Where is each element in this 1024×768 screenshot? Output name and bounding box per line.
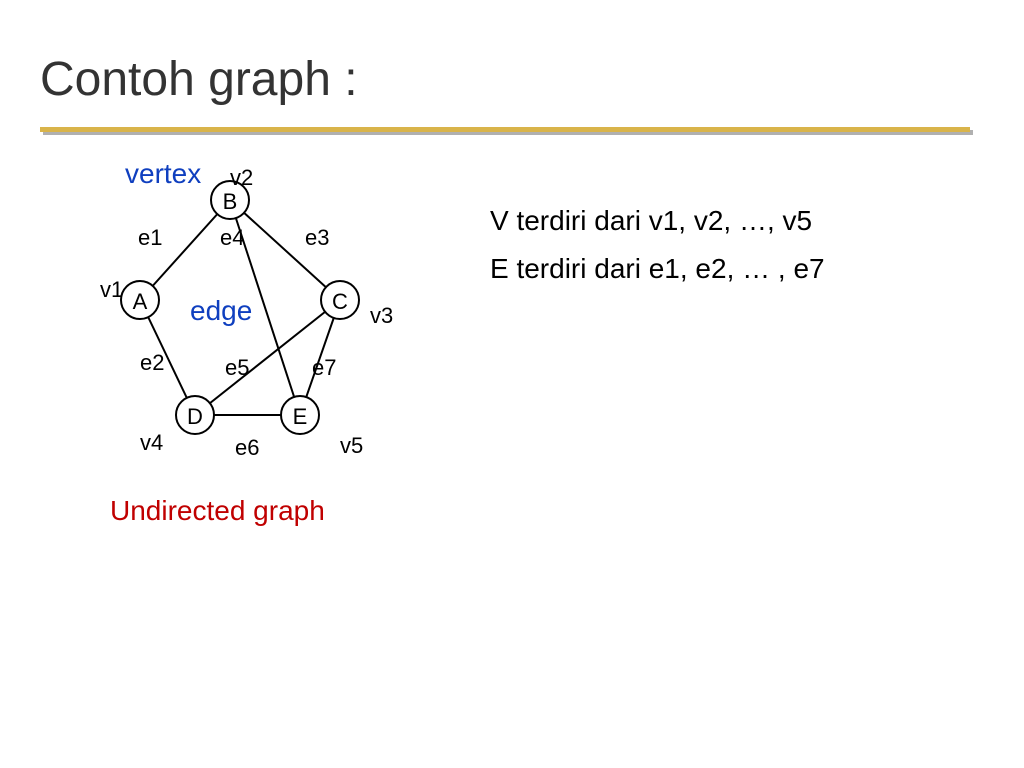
edge-label: e1: [138, 225, 162, 251]
vertex-annotation: vertex: [125, 158, 201, 190]
graph-caption: Undirected graph: [110, 495, 325, 527]
graph-node-e: E: [280, 395, 320, 435]
edge-label: e7: [312, 355, 336, 381]
desc-line-1: V terdiri dari v1, v2, …, v5: [490, 205, 812, 237]
edge-label: e2: [140, 350, 164, 376]
edge-label: e6: [235, 435, 259, 461]
edge-label: e5: [225, 355, 249, 381]
vertex-label: v1: [100, 277, 123, 303]
graph-node-d: D: [175, 395, 215, 435]
graph-node-a: A: [120, 280, 160, 320]
desc-line-2: E terdiri dari e1, e2, … , e7: [490, 253, 825, 285]
graph-node-c: C: [320, 280, 360, 320]
vertex-label: v5: [340, 433, 363, 459]
vertex-label: v3: [370, 303, 393, 329]
edge-annotation: edge: [190, 295, 252, 327]
divider-fill: [40, 127, 970, 132]
edge-label: e4: [220, 225, 244, 251]
page-title: Contoh graph :: [40, 52, 358, 107]
edge-label: e3: [305, 225, 329, 251]
slide: Contoh graph : ABCDE v1v2v3v4v5e1e2e3e4e…: [0, 0, 1024, 768]
vertex-label: v4: [140, 430, 163, 456]
vertex-label: v2: [230, 165, 253, 191]
divider-line: [40, 125, 980, 135]
graph-diagram: ABCDE v1v2v3v4v5e1e2e3e4e5e6e7 vertex ed…: [80, 155, 430, 505]
